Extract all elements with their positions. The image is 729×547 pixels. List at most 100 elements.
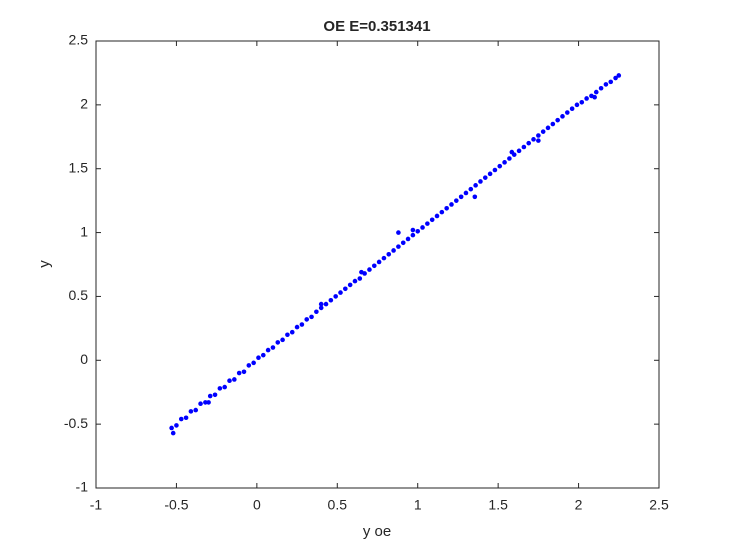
x-tick-label: -0.5 xyxy=(164,497,188,513)
point xyxy=(444,206,449,211)
point xyxy=(381,255,387,261)
x-tick-label: 0.5 xyxy=(328,497,348,513)
point xyxy=(439,209,445,215)
point xyxy=(449,202,454,207)
point xyxy=(198,401,203,407)
point xyxy=(509,149,515,155)
x-tick-label: 2 xyxy=(575,497,583,513)
point xyxy=(227,378,232,384)
point xyxy=(236,370,242,376)
point xyxy=(256,355,261,361)
y-tick-label: 0.5 xyxy=(69,287,89,303)
point xyxy=(400,240,406,246)
y-tick-label: -1 xyxy=(76,479,89,495)
point xyxy=(318,305,324,311)
point xyxy=(497,163,503,169)
point xyxy=(478,179,483,184)
point xyxy=(371,263,377,269)
point xyxy=(507,156,512,161)
point xyxy=(565,110,570,115)
point xyxy=(396,244,401,249)
point xyxy=(526,140,532,146)
point xyxy=(608,79,614,85)
point xyxy=(536,138,541,143)
point xyxy=(318,301,324,307)
x-tick-label: -1 xyxy=(90,497,103,513)
point xyxy=(473,183,478,188)
x-tick-label: 0 xyxy=(253,497,261,513)
point xyxy=(188,409,194,414)
point xyxy=(251,360,256,366)
point xyxy=(275,340,281,345)
point xyxy=(613,75,618,81)
point xyxy=(545,125,551,131)
x-tick-label: 1.5 xyxy=(488,497,508,513)
point xyxy=(482,175,488,180)
point xyxy=(169,425,174,431)
point xyxy=(502,160,507,165)
x-tick-label: 2.5 xyxy=(649,497,669,513)
point xyxy=(410,232,416,238)
point xyxy=(289,329,295,335)
point xyxy=(203,400,208,405)
point xyxy=(603,82,609,87)
point xyxy=(222,384,227,390)
point xyxy=(367,267,372,272)
point xyxy=(232,377,237,382)
point xyxy=(183,415,189,421)
point xyxy=(472,194,478,200)
point xyxy=(593,89,599,95)
point xyxy=(492,167,498,173)
y-axis-label: y xyxy=(36,260,53,268)
point xyxy=(299,322,305,327)
point xyxy=(265,347,271,353)
y-tick-label: 2 xyxy=(80,96,88,112)
point xyxy=(338,290,343,295)
point xyxy=(560,114,565,119)
point xyxy=(434,213,440,219)
point xyxy=(569,106,575,111)
point xyxy=(359,269,364,275)
point xyxy=(425,221,430,226)
point xyxy=(396,230,401,235)
y-tick-label: 2.5 xyxy=(69,32,89,48)
point xyxy=(206,400,211,405)
point xyxy=(420,225,425,230)
point xyxy=(516,148,522,154)
point xyxy=(521,144,527,150)
point xyxy=(343,286,348,292)
point xyxy=(616,73,622,78)
point xyxy=(323,301,329,307)
y-tick-label: 1.5 xyxy=(69,159,89,175)
point xyxy=(174,423,179,428)
point xyxy=(260,352,266,358)
point xyxy=(294,324,300,330)
point xyxy=(217,386,223,391)
point xyxy=(280,337,285,343)
point xyxy=(270,345,276,350)
point xyxy=(410,227,416,233)
point xyxy=(536,133,541,138)
point xyxy=(328,297,334,303)
point xyxy=(352,278,358,284)
chart-title: OE E=0.351341 xyxy=(323,18,430,35)
point xyxy=(487,171,493,177)
point xyxy=(212,392,218,398)
point xyxy=(170,430,176,436)
y-tick-label: -0.5 xyxy=(64,415,88,431)
point xyxy=(246,363,252,368)
point xyxy=(592,94,597,100)
point xyxy=(304,317,310,322)
point xyxy=(376,259,382,265)
point xyxy=(357,276,363,281)
point xyxy=(579,100,585,105)
point xyxy=(333,294,338,299)
point xyxy=(550,121,556,127)
point xyxy=(241,369,247,375)
point xyxy=(598,85,604,91)
point xyxy=(391,248,396,253)
point xyxy=(193,407,199,413)
point xyxy=(309,314,314,320)
x-tick-label: 1 xyxy=(414,497,422,513)
point xyxy=(178,416,184,422)
